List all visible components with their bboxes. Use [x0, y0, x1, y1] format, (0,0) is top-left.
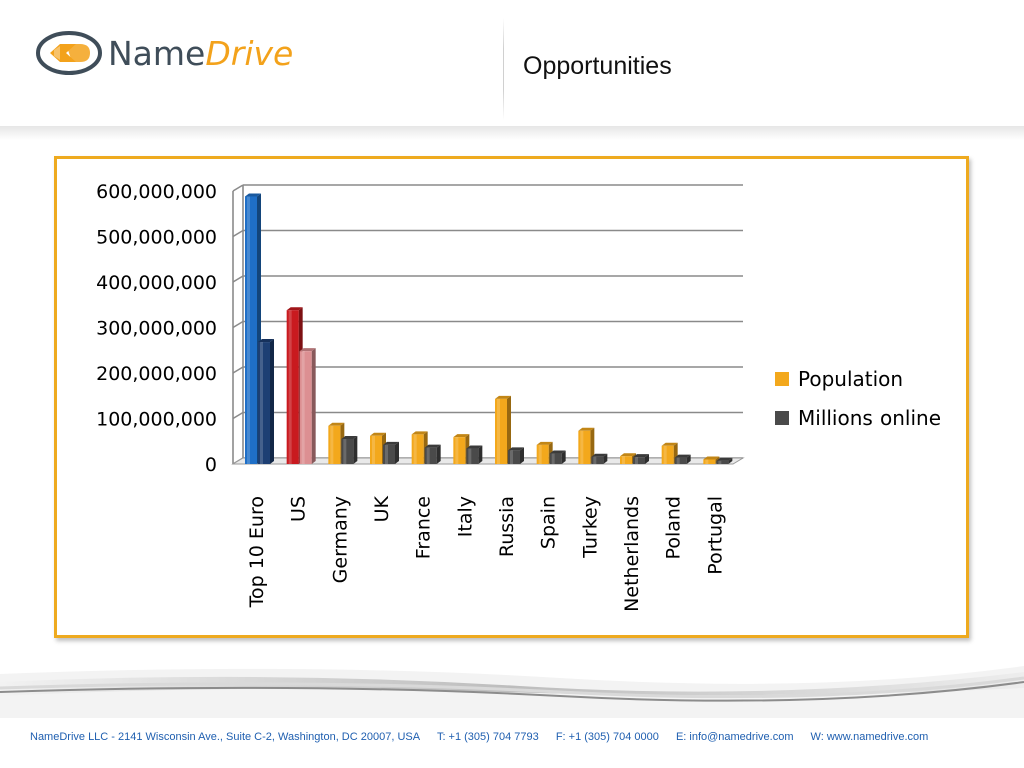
footer-address: NameDrive LLC - 2141 Wisconsin Ave., Sui…	[30, 731, 421, 743]
logo-name-part2: Drive	[205, 34, 294, 73]
header-shadow	[0, 126, 1024, 140]
bar-online-turkey	[591, 453, 608, 464]
y-axis-tick-labels: 600,000,000 500,000,000 400,000,000 300,000…	[96, 181, 217, 476]
namedrive-logo[interactable]: NameDrive	[36, 30, 306, 80]
legend-label-millions: Millions	[798, 406, 873, 430]
footer-email[interactable]: E: info@namedrive.com	[675, 731, 794, 743]
chart-floor	[231, 457, 745, 465]
bar-online-top-10-euro	[258, 339, 274, 464]
x-tick-label: France	[413, 496, 435, 559]
footer-phone: T: +1 (305) 704 7793	[436, 731, 539, 743]
legend-swatch-population	[775, 372, 789, 386]
legend-label-online: online	[880, 406, 941, 430]
y-tick-label: 300,000,000	[96, 318, 217, 340]
bar-population-turkey	[578, 427, 595, 464]
x-tick-label: Spain	[538, 496, 560, 549]
x-tick-label: Netherlands	[621, 496, 643, 612]
y-tick-label: 200,000,000	[96, 363, 217, 385]
footer-contact: NameDrive LLC - 2141 Wisconsin Ave., Sui…	[30, 731, 1000, 743]
footer-fax: F: +1 (305) 704 0000	[555, 731, 659, 743]
x-tick-label: Turkey	[579, 496, 601, 559]
bar-online-spain	[549, 450, 566, 464]
gridline-side	[232, 411, 244, 420]
x-tick-label: Italy	[454, 496, 476, 537]
bar-online-us	[299, 348, 316, 464]
bar-chart: 600,000,000 500,000,000 400,000,000 300,000…	[96, 181, 941, 612]
bar-online-poland	[674, 454, 691, 464]
x-tick-label: Portugal	[704, 496, 726, 575]
chart-legend: Population Millions online	[775, 367, 941, 430]
y-tick-label: 0	[205, 454, 217, 476]
bar-population-russia	[495, 395, 511, 464]
bar-online-uk	[383, 441, 399, 464]
legend-label-population: Population	[798, 367, 903, 391]
y-tick-label: 600,000,000	[96, 181, 217, 203]
bar-population-poland	[661, 442, 678, 464]
gridline-side	[232, 229, 244, 238]
bar-online-russia	[508, 447, 524, 464]
namedrive-logo-icon	[36, 31, 102, 75]
legend-swatch-millions-online	[775, 411, 789, 425]
chart-floor-plane	[231, 457, 745, 465]
bar-online-italy	[466, 445, 483, 464]
bar-online-netherlands	[633, 454, 649, 464]
x-axis-tick-labels: Top 10 Euro US Germany UK France Italy Russia S…	[246, 495, 726, 611]
slide-title: Opportunities	[523, 52, 672, 80]
x-tick-label: Top 10 Euro	[246, 496, 268, 608]
gridline-side	[232, 275, 244, 283]
chart-bars	[245, 193, 733, 464]
logo-name-part1: Name	[108, 34, 206, 73]
y-tick-label: 500,000,000	[96, 227, 217, 249]
bar-online-france	[424, 444, 441, 464]
x-tick-label: Germany	[329, 496, 351, 583]
x-tick-label: UK	[371, 495, 393, 522]
x-tick-label: Russia	[496, 496, 518, 557]
footer-web[interactable]: W: www.namedrive.com	[810, 731, 929, 743]
header-divider	[503, 18, 504, 120]
bar-online-germany	[341, 435, 358, 464]
footer-swoosh-decoration	[0, 666, 1024, 718]
logo-wordmark: NameDrive	[108, 34, 293, 73]
gridline-side	[232, 184, 244, 192]
gridline-side	[232, 320, 244, 329]
x-tick-label: Poland	[663, 496, 685, 559]
y-tick-label: 100,000,000	[96, 409, 217, 431]
chart-frame: 600,000,000 500,000,000 400,000,000 300,000…	[54, 156, 969, 638]
bar-online-portugal	[716, 457, 733, 464]
x-tick-label: US	[288, 496, 310, 522]
y-tick-label: 400,000,000	[96, 272, 217, 294]
slide-header	[0, 0, 1024, 128]
gridline-side	[232, 366, 244, 374]
